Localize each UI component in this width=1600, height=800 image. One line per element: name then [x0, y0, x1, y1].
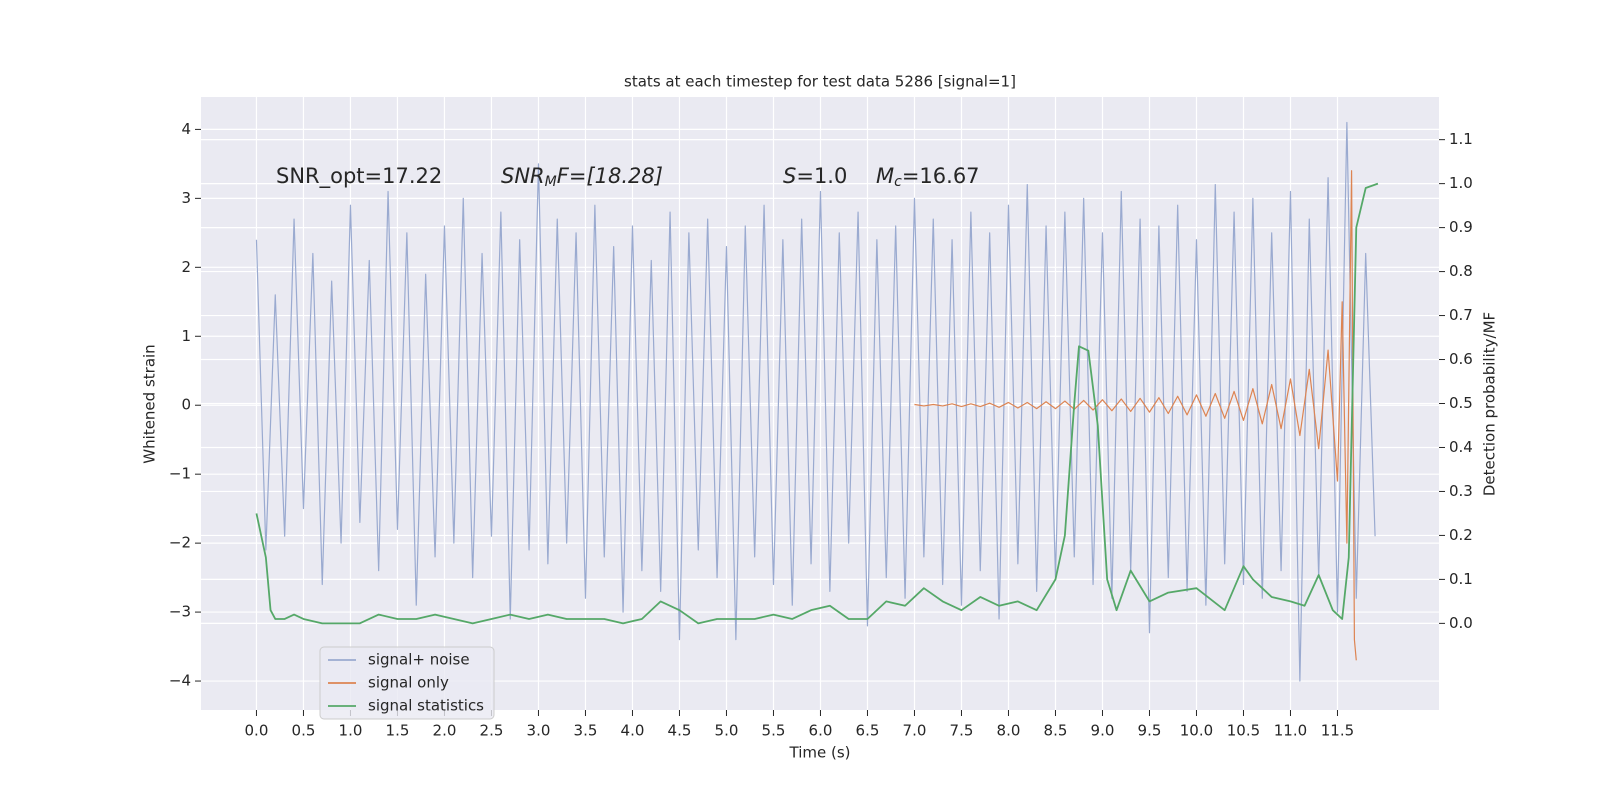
- y-tick-label: 3: [181, 189, 191, 207]
- legend-label: signal+ noise: [368, 651, 470, 669]
- x-tick-label: 3.5: [574, 722, 598, 740]
- y2-tick-label: 0.3: [1449, 482, 1473, 500]
- x-tick-label: 0.0: [245, 722, 269, 740]
- x-tick-label: 2.0: [433, 722, 457, 740]
- x-tick-label: 2.5: [480, 722, 504, 740]
- legend-label: signal statistics: [368, 697, 484, 715]
- x-tick-label: 6.0: [809, 722, 833, 740]
- marks: [255, 121, 1379, 682]
- y2-tick-label: 0.2: [1449, 526, 1473, 544]
- y-tick-label: −1: [169, 465, 191, 483]
- annotation-text: =1.0: [796, 164, 847, 188]
- x-tick-label: 8.5: [1044, 722, 1068, 740]
- y-tick-label: 2: [181, 258, 191, 276]
- annotation-text: S: [783, 164, 796, 188]
- x-tick-label: 10.0: [1180, 722, 1213, 740]
- legend-label: signal only: [368, 674, 449, 692]
- annotation-text: F=[18.28]: [557, 164, 663, 188]
- x-tick-label: 11.5: [1321, 722, 1354, 740]
- x-tick-label: 8.0: [997, 722, 1021, 740]
- legend-box: [319, 646, 495, 720]
- x-tick-label: 11.0: [1274, 722, 1307, 740]
- annotation: SNRMF=[18.28]: [501, 164, 663, 190]
- y2-tick-label: 0.7: [1449, 306, 1473, 324]
- y-tick-label: −3: [169, 603, 191, 621]
- x-tick-label: 4.5: [668, 722, 692, 740]
- x-tick-label: 7.0: [903, 722, 927, 740]
- x-tick-label: 9.0: [1091, 722, 1115, 740]
- annotation: Mc=16.67: [876, 164, 980, 190]
- annotation-text: SNR_opt=17.22: [276, 164, 442, 189]
- x-axis-label: Time (s): [789, 744, 851, 762]
- y-tick-label: −2: [169, 534, 191, 552]
- x-tick-label: 5.0: [715, 722, 739, 740]
- y2-tick-label: 0.4: [1449, 438, 1473, 456]
- y-tick-label: 0: [181, 396, 191, 414]
- annotation-subscript: c: [894, 174, 902, 190]
- y2-tick-label: 0.6: [1449, 350, 1473, 368]
- y2-tick-label: 0.1: [1449, 570, 1473, 588]
- y-axis-label: Whitened strain: [141, 344, 159, 463]
- y-tick-label: 4: [181, 120, 191, 138]
- y2-tick-label: 1.0: [1449, 174, 1473, 192]
- annotation: S=1.0: [783, 164, 847, 188]
- x-tick-label: 4.0: [621, 722, 645, 740]
- series-line: [255, 121, 1376, 682]
- x-tick-label: 1.5: [386, 722, 410, 740]
- series-line: [255, 182, 1379, 625]
- y-tick-label: −4: [169, 672, 191, 690]
- x-tick-label: 7.5: [950, 722, 974, 740]
- annotation-text: M: [876, 164, 894, 188]
- x-tick-label: 1.0: [339, 722, 363, 740]
- annotation-text: SNR: [501, 164, 545, 188]
- y2-tick-label: 0.9: [1449, 218, 1473, 236]
- chart-title: stats at each timestep for test data 528…: [624, 73, 1016, 91]
- y-tick-label: 1: [181, 327, 191, 345]
- annotation: SNR_opt=17.22: [276, 164, 442, 189]
- ticks: 0.0 0.5 1.0 1.5 2.0 2.5 3.0 3.5 4.0 4.5 5.0 5.5 6.0 6…: [169, 120, 1473, 740]
- series-line: [914, 170, 1357, 661]
- y2-tick-label: 0.8: [1449, 262, 1473, 280]
- y2-tick-label: 0.0: [1449, 614, 1473, 632]
- y2-tick-label: 1.1: [1449, 130, 1473, 148]
- annotation-text: =16.67: [902, 164, 980, 188]
- x-tick-label: 5.5: [762, 722, 786, 740]
- x-tick-label: 9.5: [1138, 722, 1162, 740]
- x-tick-label: 10.5: [1227, 722, 1260, 740]
- x-tick-label: 3.0: [527, 722, 551, 740]
- legend: signal+ noise signal only signal statistic…: [319, 646, 495, 720]
- y2-tick-label: 0.5: [1449, 394, 1473, 412]
- x-tick-label: 0.5: [292, 722, 316, 740]
- annotation-subscript: M: [545, 174, 557, 190]
- x-tick-label: 6.5: [856, 722, 880, 740]
- y2-axis-label: Detection probability/MF: [1481, 312, 1499, 496]
